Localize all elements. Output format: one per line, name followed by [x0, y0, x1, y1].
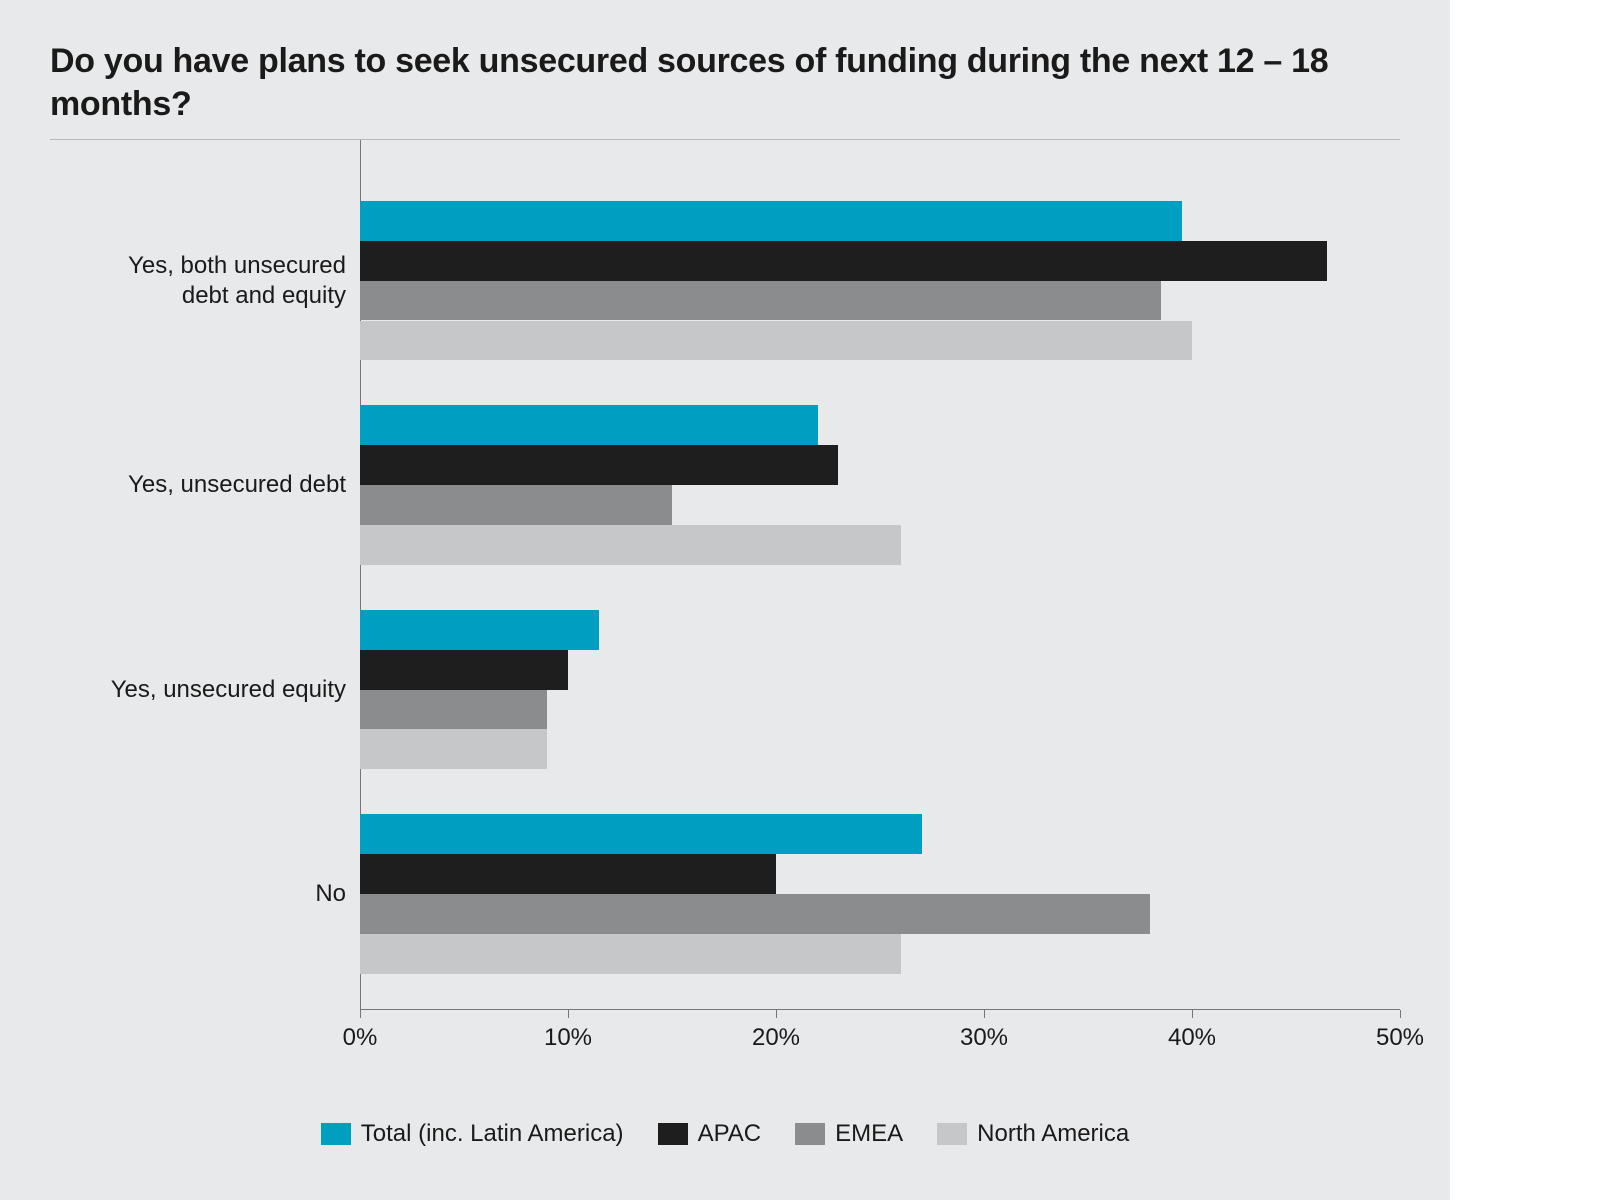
legend: Total (inc. Latin America) APAC EMEA North … — [50, 1120, 1400, 1148]
legend-item: EMEA — [795, 1120, 903, 1148]
x-tick — [1400, 1010, 1401, 1018]
bar — [360, 934, 901, 974]
bar — [360, 690, 547, 730]
legend-swatch — [658, 1123, 688, 1145]
bar — [360, 729, 547, 769]
legend-swatch — [321, 1123, 351, 1145]
bar — [360, 610, 599, 650]
chart-title: Do you have plans to seek unsecured sour… — [50, 40, 1400, 125]
legend-label: North America — [977, 1120, 1129, 1148]
chart-panel: Do you have plans to seek unsecured sour… — [0, 0, 1450, 1200]
bar — [360, 525, 901, 565]
bar — [360, 241, 1327, 281]
category-label: Yes, unsecured debt — [128, 470, 346, 500]
x-axis-row: 0%10%20%30%40%50% — [50, 1010, 1400, 1070]
bar — [360, 405, 818, 445]
category-label: Yes, unsecured equity — [111, 675, 346, 705]
legend-swatch — [795, 1123, 825, 1145]
category-label: Yes, both unsecured debt and equity — [128, 251, 346, 311]
x-tick-label: 0% — [343, 1024, 378, 1052]
category-label: No — [315, 879, 346, 909]
x-tick-label: 40% — [1168, 1024, 1216, 1052]
bar — [360, 485, 672, 525]
legend-item: Total (inc. Latin America) — [321, 1120, 624, 1148]
bar — [360, 854, 776, 894]
legend-swatch — [937, 1123, 967, 1145]
legend-label: Total (inc. Latin America) — [361, 1120, 624, 1148]
legend-label: APAC — [698, 1120, 762, 1148]
chart-body: Yes, both unsecured debt and equity Yes, … — [50, 140, 1400, 1148]
bar — [360, 445, 838, 485]
plot-row: Yes, both unsecured debt and equity Yes, … — [50, 140, 1400, 1010]
legend-item: North America — [937, 1120, 1129, 1148]
bar — [360, 650, 568, 690]
bar — [360, 814, 922, 854]
x-tick-label: 10% — [544, 1024, 592, 1052]
plot-area — [360, 140, 1400, 1010]
x-axis-labels: 0%10%20%30%40%50% — [360, 1010, 1400, 1070]
legend-label: EMEA — [835, 1120, 903, 1148]
bar — [360, 894, 1150, 934]
y-label-spacer — [50, 1010, 360, 1070]
bar — [360, 321, 1192, 361]
x-tick-label: 30% — [960, 1024, 1008, 1052]
y-axis-labels: Yes, both unsecured debt and equity Yes, … — [50, 140, 360, 1010]
x-tick-label: 20% — [752, 1024, 800, 1052]
bar — [360, 201, 1182, 241]
bar — [360, 281, 1161, 321]
legend-spacer — [50, 1070, 1400, 1120]
legend-item: APAC — [658, 1120, 762, 1148]
x-tick-label: 50% — [1376, 1024, 1424, 1052]
